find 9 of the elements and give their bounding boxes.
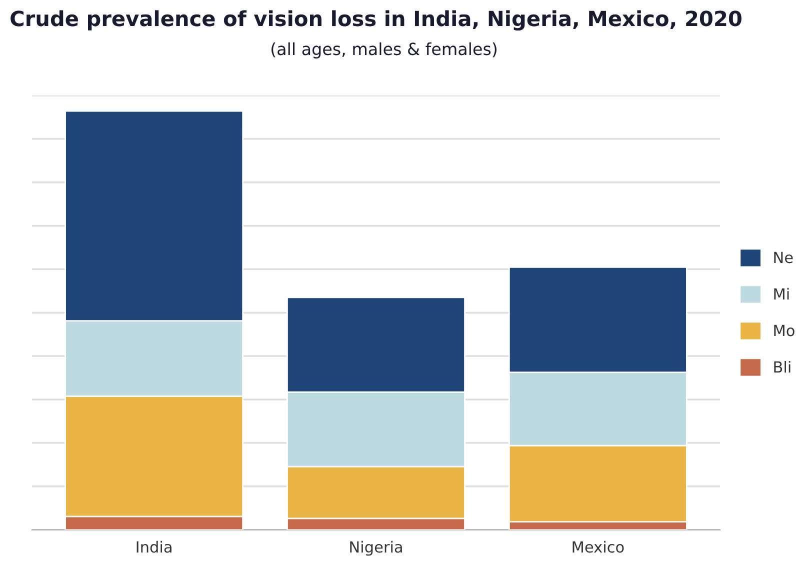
legend-label: Mi [774, 288, 789, 300]
x-tick-label: India [136, 540, 172, 553]
chart-subtitle: (all ages, males & females) [272, 42, 496, 58]
legend-label: Mo [774, 324, 794, 336]
legend-label: Ne [774, 252, 793, 264]
x-tick-label: Mexico [572, 540, 624, 553]
chart-title: Crude prevalence of vision loss in India, Nigeria, Mexico, 2020 [10, 10, 742, 31]
x-tick-label: Nigeria [350, 540, 402, 556]
legend-label: Bli [774, 360, 790, 373]
